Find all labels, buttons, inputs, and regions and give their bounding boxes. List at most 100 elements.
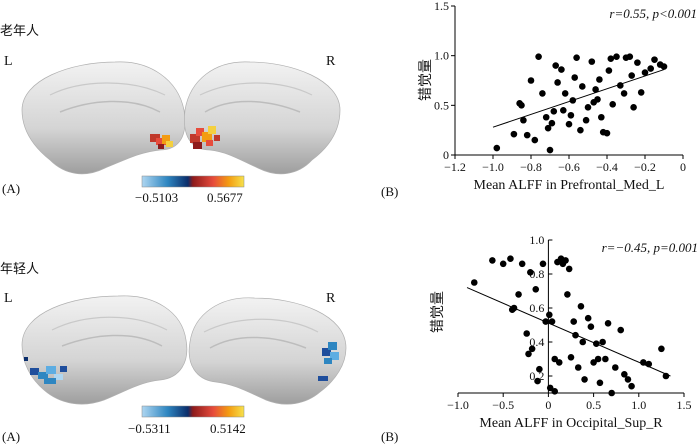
y-tick-label: 0.5 xyxy=(434,98,449,112)
data-point xyxy=(581,376,588,383)
data-point xyxy=(536,365,543,373)
data-point xyxy=(621,371,628,378)
data-point xyxy=(598,113,605,121)
data-point xyxy=(647,65,654,72)
data-point xyxy=(613,53,620,60)
data-point xyxy=(571,74,578,81)
bottom-colorbar-max: 0.5142 xyxy=(210,421,246,436)
data-point xyxy=(651,56,658,63)
data-point xyxy=(567,111,575,119)
data-point xyxy=(574,364,582,371)
data-point xyxy=(579,83,586,90)
data-point xyxy=(550,107,558,115)
x-tick-label: −0.5 xyxy=(492,398,514,412)
data-point xyxy=(569,97,577,104)
y-tick-label: 0.8 xyxy=(529,267,544,281)
data-point xyxy=(544,124,552,132)
data-point xyxy=(607,55,615,62)
data-point xyxy=(660,63,668,70)
top-left-sulcus xyxy=(49,82,166,96)
data-point xyxy=(603,129,611,137)
correlation-annotation: r=0.55, p<0.001 xyxy=(609,6,697,21)
bottom-scatter-chart: −1.0 −0.5 0 0.5 1.0 1.5 0.2 0.4 0.6 0.8 1.0 Mean AL… xyxy=(430,233,698,431)
data-point xyxy=(548,318,556,325)
data-point xyxy=(572,331,579,339)
data-point xyxy=(594,355,602,363)
data-point xyxy=(588,58,596,65)
bottom-panel-b-letter: (B) xyxy=(381,429,398,444)
data-point xyxy=(584,314,592,322)
data-point xyxy=(605,67,613,74)
data-point xyxy=(602,355,609,363)
bottom-right-activation-cluster xyxy=(318,342,339,381)
data-point xyxy=(565,120,573,128)
bottom-right-hemisphere xyxy=(188,297,347,405)
x-axis-label: Mean ALFF in Prefrontal_Med_L xyxy=(474,178,665,193)
top-brain-panel: 老年人 L R (A) −0.5103 0. xyxy=(0,24,341,205)
data-point xyxy=(518,260,526,268)
bottom-hemi-right-label: R xyxy=(326,291,336,306)
bottom-colorbar xyxy=(141,405,245,418)
data-point xyxy=(546,311,553,319)
data-point xyxy=(515,291,522,298)
data-point xyxy=(493,144,501,152)
top-left-sulcus xyxy=(59,100,161,113)
data-point xyxy=(620,90,628,97)
top-right-activation-cluster xyxy=(190,126,220,149)
data-point xyxy=(555,359,563,366)
bottom-group-label: 年轻人 xyxy=(0,262,39,277)
x-tick-label: 0 xyxy=(680,160,686,174)
y-tick-label: 0.2 xyxy=(529,369,544,383)
x-axis-label: Mean ALFF in Occipital_Sup_R xyxy=(479,416,663,431)
bottom-brain-panel: 年轻人 L R (A) −0.5311 0.5142 xyxy=(0,262,347,444)
top-right-sulcus xyxy=(199,82,313,96)
top-colorbar-min: −0.5103 xyxy=(135,190,178,205)
data-point xyxy=(645,360,653,368)
y-tick-label: 1.0 xyxy=(434,49,449,63)
data-point xyxy=(584,104,592,111)
data-point xyxy=(577,126,584,134)
bottom-panel-a-letter: (A) xyxy=(2,429,20,444)
x-tick-label: 0.5 xyxy=(586,398,601,412)
x-tick-label: −1.0 xyxy=(447,398,469,412)
data-point xyxy=(658,345,665,353)
data-point xyxy=(587,323,595,331)
data-point xyxy=(596,379,604,387)
top-panel-b-letter: (B) xyxy=(381,184,398,199)
data-point xyxy=(510,304,518,312)
data-point xyxy=(534,377,541,385)
x-tick-label: −1.2 xyxy=(444,160,466,174)
data-point xyxy=(634,59,641,66)
data-point xyxy=(551,388,559,395)
y-tick-label: 0.6 xyxy=(529,301,544,315)
y-axis-label: 错觉量 xyxy=(418,59,434,101)
data-point xyxy=(535,53,542,60)
bottom-right-sulcus xyxy=(203,318,319,333)
data-point xyxy=(532,286,540,293)
data-point xyxy=(470,279,478,286)
data-point xyxy=(596,76,603,83)
top-left-activation-cluster xyxy=(150,134,173,149)
data-point xyxy=(542,113,550,121)
top-group-label: 老年人 xyxy=(0,24,39,39)
data-point xyxy=(628,382,635,390)
bottom-hemi-left-label: L xyxy=(4,291,13,306)
data-point xyxy=(520,116,527,124)
regression-line xyxy=(466,287,671,377)
data-point xyxy=(608,389,615,397)
regression-line xyxy=(492,69,665,128)
data-point xyxy=(593,340,600,348)
x-tick-label: −0.4 xyxy=(596,160,618,174)
bottom-left-activation-cluster xyxy=(24,357,67,384)
data-point xyxy=(562,257,569,264)
data-point xyxy=(539,260,547,268)
y-tick-label: 0 xyxy=(443,148,449,162)
bottom-right-sulcus xyxy=(209,336,307,349)
correlation-annotation: r=−0.45, p=0.001 xyxy=(602,240,698,255)
data-point xyxy=(499,260,507,268)
data-point xyxy=(590,359,597,366)
y-axis-label: 错觉量 xyxy=(430,291,446,333)
data-point xyxy=(590,99,597,106)
data-point xyxy=(624,376,632,383)
